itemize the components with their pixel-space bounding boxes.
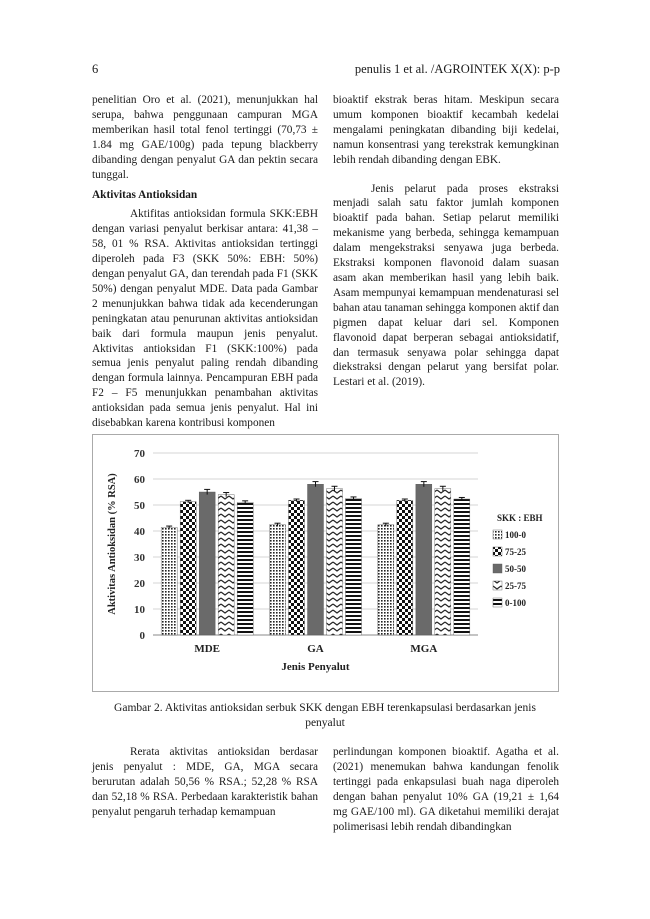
figure-2: 0 10 20 30 40 50 60 70 Aktivitas Antioksidan (% …	[92, 434, 559, 692]
paragraph: Jenis pelarut pada proses ekstraksi menj…	[333, 182, 559, 389]
y-tick-label: 40	[134, 526, 146, 538]
y-axis-label: Aktivitas Antioksidan (% RSA)	[107, 473, 118, 615]
y-tick-label: 10	[134, 604, 146, 616]
bar	[396, 500, 414, 636]
bar	[198, 491, 216, 636]
y-tick-label: 30	[134, 552, 146, 564]
legend-label: 25-75	[505, 581, 526, 591]
paragraph: Rerata aktivitas antioksidan berdasar je…	[92, 746, 318, 818]
bar	[307, 484, 324, 636]
right-column-top: bioaktif ekstrak beras hitam. Meskipun s…	[333, 93, 559, 390]
paragraph: Aktifitas antioksidan formula SKK:EBH de…	[92, 208, 318, 430]
left-column-bottom: Rerata aktivitas antioksidan berdasar je…	[92, 745, 318, 820]
bar	[269, 524, 286, 636]
bar	[217, 494, 235, 636]
x-tick-label: GA	[307, 643, 324, 655]
legend-swatch	[492, 546, 503, 557]
legend-swatch	[492, 597, 503, 608]
legend-title: SKK : EBH	[497, 513, 543, 523]
x-axis-label: Jenis Penyalut	[281, 661, 349, 673]
y-tick-label: 60	[134, 474, 146, 486]
bar	[236, 502, 254, 636]
left-column-top: penelitian Oro et al. (2021), menunjukka…	[92, 93, 318, 431]
page-number: 6	[92, 62, 99, 76]
y-tick-label: 70	[134, 448, 146, 460]
bar	[453, 498, 471, 636]
y-tick-label: 0	[140, 630, 146, 642]
running-title: penulis 1 et al. /AGROINTEK X(X): p-p	[354, 62, 560, 76]
legend-label: 50-50	[505, 564, 526, 574]
bar	[160, 527, 178, 636]
y-tick-label: 20	[134, 578, 146, 590]
legend-label: 100-0	[505, 530, 526, 540]
paragraph: bioaktif ekstrak beras hitam. Meskipun s…	[333, 94, 559, 166]
bar	[179, 501, 197, 636]
section-heading: Aktivitas Antioksidan	[92, 189, 198, 202]
bar	[326, 488, 343, 636]
figure-caption: Gambar 2. Aktivitas antioksidan serbuk S…	[114, 702, 536, 729]
paragraph: penelitian Oro et al. (2021), menunjukka…	[92, 94, 318, 181]
legend-swatch	[492, 563, 503, 574]
legend-label: 75-25	[505, 547, 526, 557]
legend-swatch	[492, 529, 503, 540]
x-tick-label: MDE	[194, 643, 220, 655]
bar	[415, 484, 433, 636]
bar	[288, 500, 305, 636]
antioxidant-bar-chart: 0 10 20 30 40 50 60 70 Aktivitas Antioksidan (% …	[107, 448, 543, 673]
y-tick-label: 50	[134, 500, 146, 512]
x-tick-label: MGA	[410, 643, 437, 655]
right-column-bottom: perlindungan komponen bioaktif. Agatha e…	[333, 745, 559, 834]
legend-swatch	[492, 580, 503, 591]
bar	[345, 498, 362, 636]
bar	[377, 524, 395, 636]
bar	[434, 488, 452, 636]
paragraph: perlindungan komponen bioaktif. Agatha e…	[333, 746, 559, 833]
legend-label: 0-100	[505, 598, 526, 608]
